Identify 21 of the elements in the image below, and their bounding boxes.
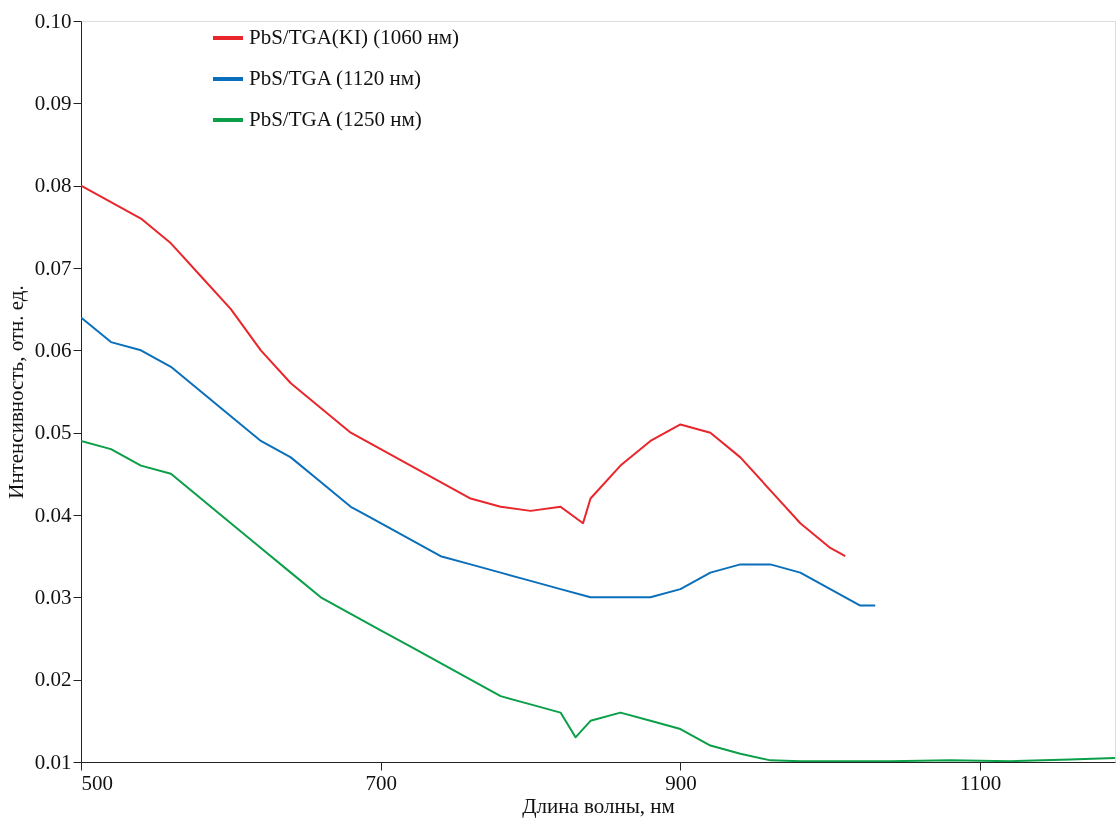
y-tick-label: 0.10 [34, 8, 72, 33]
y-axis-title: Интенсивность, отн. ед. [3, 285, 28, 499]
x-tick-label: 700 [365, 770, 397, 795]
y-tick-label: 0.09 [34, 90, 72, 115]
y-tick-label: 0.08 [34, 173, 72, 198]
y-tick-label: 0.03 [34, 584, 72, 609]
legend-label: PbS/TGA (1250 нм) [249, 107, 422, 131]
y-tick-label: 0.02 [34, 667, 72, 692]
legend-label: PbS/TGA (1120 нм) [249, 66, 421, 90]
x-tick-label: 1100 [960, 770, 1002, 795]
x-axis-title: Длина волны, нм [522, 793, 675, 818]
y-tick-label: 0.01 [34, 749, 72, 774]
y-tick-label: 0.04 [34, 502, 72, 527]
x-tick-label: 500 [81, 770, 113, 795]
line-series [81, 184, 847, 558]
line-series [81, 316, 877, 607]
y-tick-label: 0.07 [34, 255, 72, 280]
y-tick-label: 0.05 [34, 420, 72, 445]
legend-label: PbS/TGA(KI) (1060 нм) [249, 25, 460, 49]
y-tick-label: 0.06 [34, 337, 72, 362]
x-tick-label: 900 [665, 770, 697, 795]
